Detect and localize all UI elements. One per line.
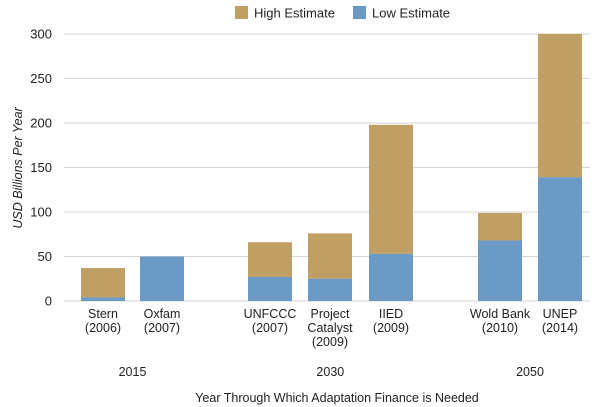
- group-label: 2030: [316, 365, 344, 379]
- y-tick-label: 150: [30, 160, 52, 175]
- category-labels: Stern (2006) Oxfam (2007) UNFCCC (2007) Projec…: [85, 307, 578, 349]
- group-labels: 2015 2030 2050: [119, 365, 544, 379]
- category-label: UNFCCC (2007): [244, 307, 297, 335]
- y-tick-label: 300: [30, 27, 52, 42]
- bar-low-estimate: [538, 177, 582, 301]
- bar-high-estimate: [308, 233, 352, 279]
- legend-label: Low Estimate: [372, 6, 450, 21]
- bar-high-estimate: [478, 212, 522, 241]
- category-label: UNEP (2014): [542, 307, 578, 335]
- legend-swatch: [235, 6, 248, 19]
- y-tick-label: 200: [30, 116, 52, 131]
- bar-low-estimate: [369, 253, 413, 301]
- category-label: IIED (2009): [373, 307, 409, 335]
- legend-label: High Estimate: [254, 6, 335, 21]
- group-label: 2015: [119, 365, 147, 379]
- category-label: Project Catalyst (2009): [307, 307, 353, 349]
- y-axis-ticks: 0 50 100 150 200 250 300: [30, 27, 52, 309]
- legend-swatch: [353, 6, 366, 19]
- bar-high-estimate: [81, 268, 125, 298]
- bar-low-estimate: [308, 278, 352, 301]
- bar-high-estimate: [369, 124, 413, 254]
- legend: High Estimate Low Estimate: [235, 6, 450, 21]
- bar-high-estimate: [248, 242, 292, 277]
- bar-high-estimate: [538, 34, 582, 178]
- bar-low-estimate: [478, 240, 522, 301]
- bar-low-estimate: [248, 276, 292, 301]
- y-tick-label: 100: [30, 205, 52, 220]
- bar-low-estimate: [81, 297, 125, 301]
- group-label: 2050: [516, 365, 544, 379]
- y-tick-label: 0: [45, 294, 52, 309]
- y-tick-label: 50: [38, 249, 52, 264]
- category-label: Stern (2006): [85, 307, 121, 335]
- y-tick-label: 250: [30, 71, 52, 86]
- bar-low-estimate: [140, 256, 184, 301]
- category-label: Wold Bank (2010): [470, 307, 531, 335]
- y-axis-title: USD Billions Per Year: [11, 106, 25, 228]
- category-label: Oxfam (2007): [144, 307, 181, 335]
- x-axis-title: Year Through Which Adaptation Finance is…: [195, 391, 479, 405]
- bars: [81, 34, 582, 301]
